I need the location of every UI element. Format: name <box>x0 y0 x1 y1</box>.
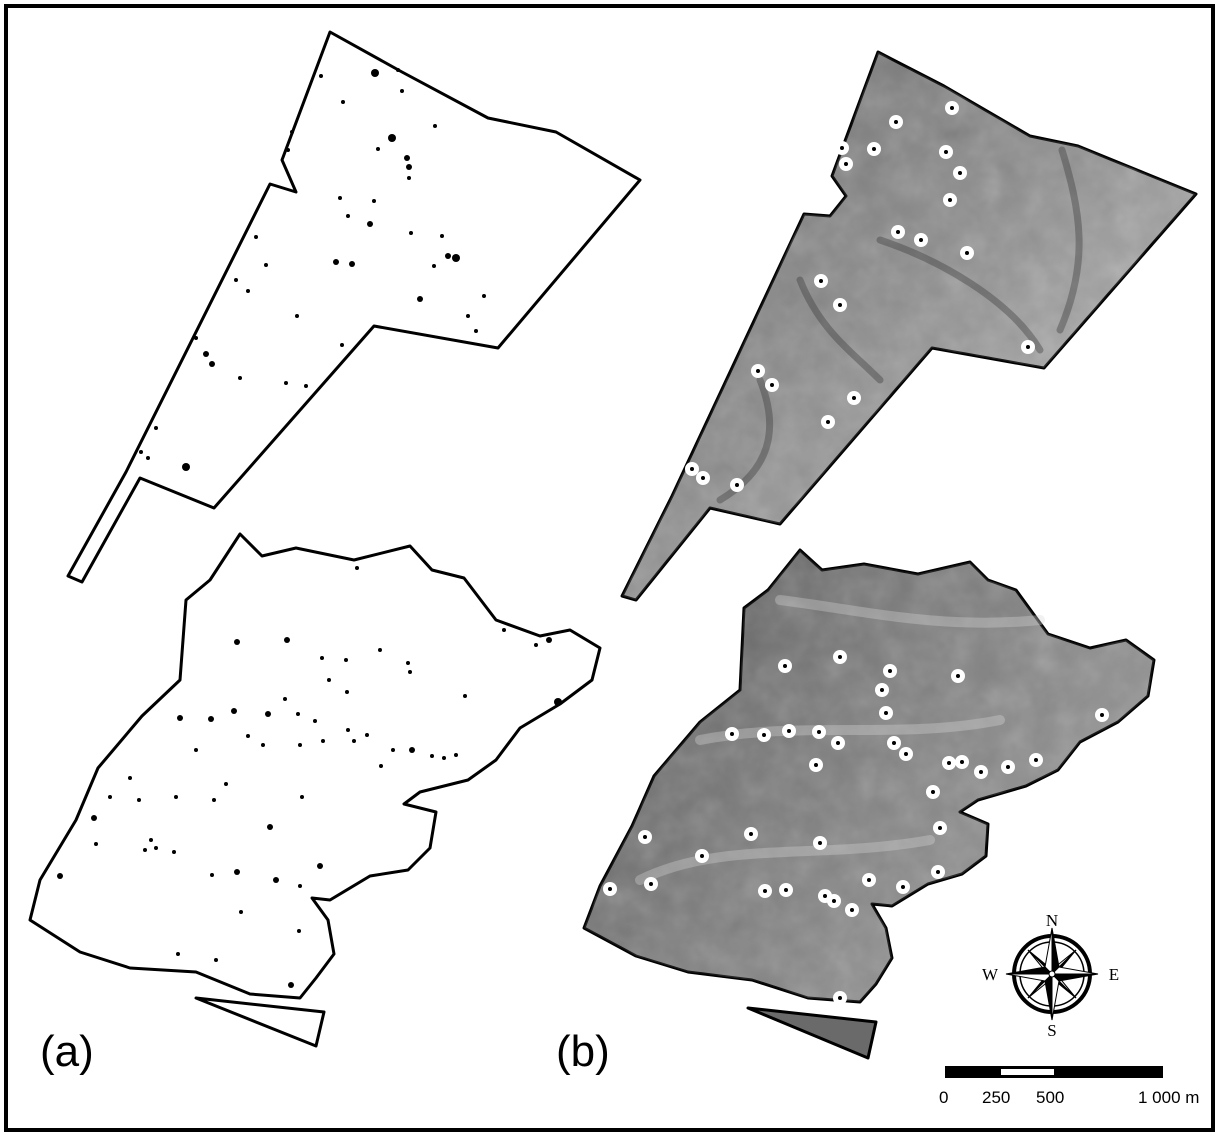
marker <box>914 233 928 247</box>
marker <box>833 298 847 312</box>
marker <box>638 830 652 844</box>
hillshade-sliver <box>746 1006 878 1060</box>
marker <box>899 747 913 761</box>
marker <box>695 849 709 863</box>
marker <box>812 725 826 739</box>
marker <box>751 364 765 378</box>
marker <box>926 785 940 799</box>
marker <box>945 101 959 115</box>
marker <box>887 736 901 750</box>
marker <box>821 415 835 429</box>
marker <box>883 664 897 678</box>
panel-a-map <box>28 30 642 1048</box>
compass-south: S <box>1047 1021 1056 1040</box>
marker <box>933 821 947 835</box>
compass-rose-icon: N S E W <box>982 911 1119 1040</box>
marker <box>847 391 861 405</box>
panel-a-label: (a) <box>40 1027 94 1076</box>
marker <box>730 478 744 492</box>
marker <box>1001 760 1015 774</box>
marker <box>1029 753 1043 767</box>
marker <box>875 683 889 697</box>
marker <box>644 877 658 891</box>
marker <box>931 865 945 879</box>
scale-tick-1000: 1 000 m <box>1138 1088 1200 1107</box>
marker <box>778 659 792 673</box>
compass-west: W <box>982 965 999 984</box>
plot-outline-south <box>28 532 602 1000</box>
marker <box>1095 708 1109 722</box>
compass-east: E <box>1109 965 1119 984</box>
marker <box>813 836 827 850</box>
panel-b-label: (b) <box>556 1027 610 1076</box>
marker <box>827 894 841 908</box>
marker <box>835 141 849 155</box>
panel-b-map <box>582 50 1198 1060</box>
marker <box>879 706 893 720</box>
marker <box>744 827 758 841</box>
marker <box>603 882 617 896</box>
plot-outline-sliver <box>194 996 326 1048</box>
marker <box>839 157 853 171</box>
marker <box>939 145 953 159</box>
marker <box>1021 340 1035 354</box>
marker <box>765 378 779 392</box>
marker <box>831 736 845 750</box>
marker <box>782 724 796 738</box>
marker <box>943 193 957 207</box>
sample-markers-b <box>603 101 1109 1005</box>
marker <box>833 991 847 1005</box>
scale-bar <box>945 1066 1163 1078</box>
marker <box>809 758 823 772</box>
scale-tick-500: 500 <box>1036 1088 1065 1107</box>
marker <box>942 756 956 770</box>
scale-tick-250: 250 <box>982 1088 1011 1107</box>
marker <box>960 246 974 260</box>
marker <box>833 650 847 664</box>
marker <box>779 883 793 897</box>
scale-tick-0: 0 <box>939 1088 949 1107</box>
marker <box>758 884 772 898</box>
marker <box>867 142 881 156</box>
marker <box>685 462 699 476</box>
marker <box>951 669 965 683</box>
marker <box>814 274 828 288</box>
compass-north: N <box>1046 911 1058 930</box>
marker <box>974 765 988 779</box>
plot-outline-north <box>66 30 642 584</box>
sample-points-a <box>57 68 562 988</box>
marker <box>845 903 859 917</box>
marker <box>953 166 967 180</box>
marker <box>889 115 903 129</box>
marker <box>696 471 710 485</box>
marker <box>757 728 771 742</box>
marker <box>891 225 905 239</box>
marker <box>862 873 876 887</box>
marker <box>955 755 969 769</box>
marker <box>896 880 910 894</box>
marker <box>725 727 739 741</box>
